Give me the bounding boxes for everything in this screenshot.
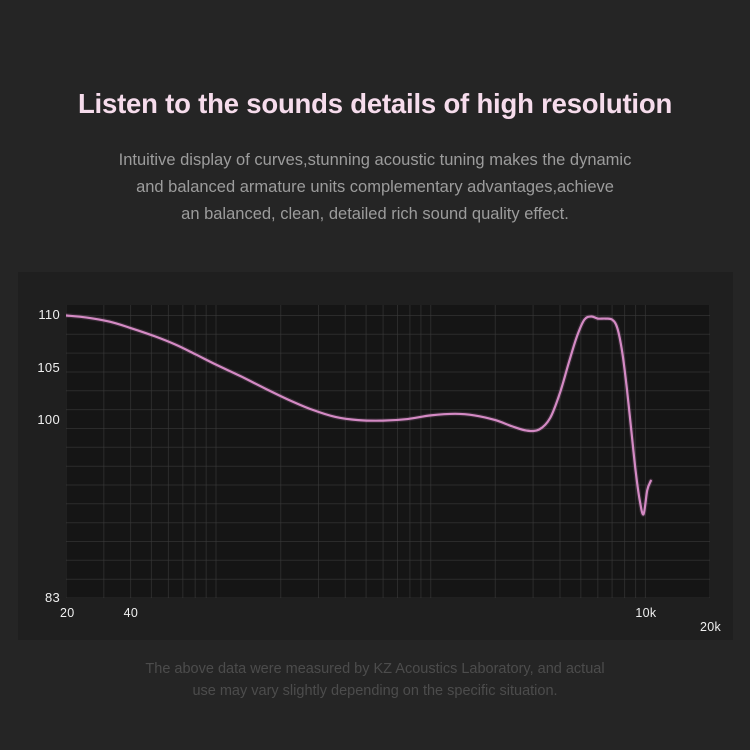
x-axis-tick-10k: 10k [635, 606, 657, 620]
page-title: Listen to the sounds details of high res… [77, 88, 673, 119]
frequency-response-chart-panel: 110 105 100 83 20 40 10k 20k [18, 272, 733, 640]
subtitle-line-1: Intuitive display of curves,stunning aco… [118, 151, 632, 169]
y-axis-tick-83: 83 [44, 590, 60, 605]
y-axis-tick-110: 110 [38, 307, 60, 323]
plot-area [66, 305, 710, 598]
frequency-response-curve [66, 313, 654, 517]
y-axis-tick-105: 105 [37, 359, 60, 375]
footer-line-1: The above data were measured by KZ Acous… [145, 661, 605, 677]
subtitle-line-2: and balanced armature units complementar… [136, 178, 614, 196]
x-axis-tick-40: 40 [123, 606, 139, 620]
x-axis-tick-20k: 20k [700, 620, 722, 634]
footer-line-2: use may vary slightly depending on the s… [192, 683, 558, 699]
subtitle-block: Intuitive display of curves,stunning aco… [0, 147, 750, 228]
chart-gridlines [66, 305, 710, 598]
subtitle-line-3: an balanced, clean, detailed rich sound … [181, 205, 569, 223]
x-axis-tick-20: 20 [60, 606, 75, 620]
footer-disclaimer: The above data were measured by KZ Acous… [0, 658, 750, 702]
y-axis-tick-100: 100 [37, 412, 60, 428]
